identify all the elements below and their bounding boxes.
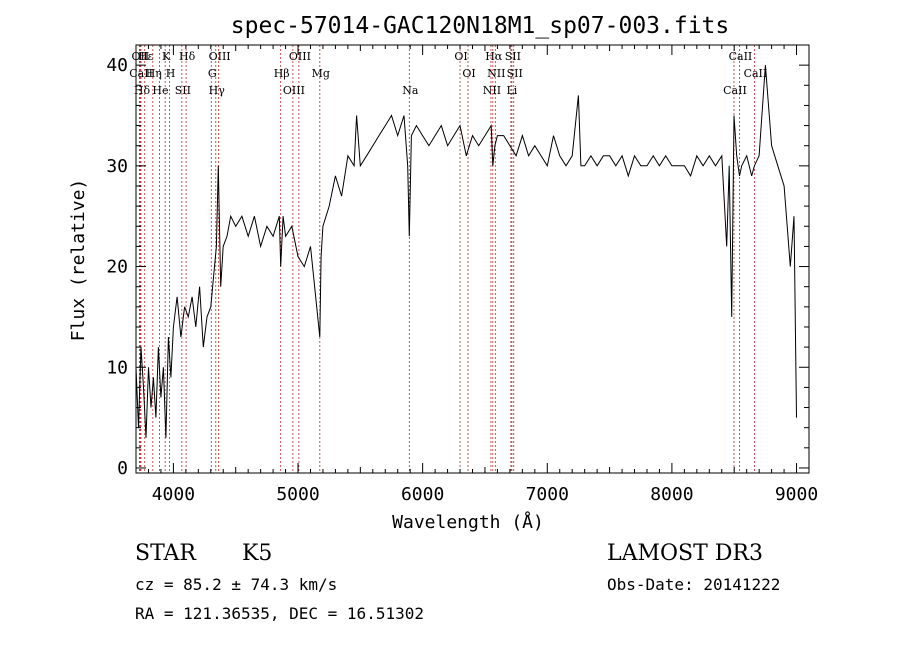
line-label-19: OI xyxy=(462,67,475,80)
redshift-velocity: cz = 85.2 ± 74.3 km/s xyxy=(135,575,337,594)
line-label-11: Hγ xyxy=(209,84,226,97)
line-label-18: OI xyxy=(454,50,467,63)
line-label-9: Hδ xyxy=(179,50,196,63)
line-label-28: CaII xyxy=(744,67,768,80)
x-axis-label: Wavelength (Å) xyxy=(392,511,544,533)
y-axis-label: Flux (relative) xyxy=(68,179,89,342)
line-label-26: CaII xyxy=(729,50,753,63)
line-label-0: Hδ xyxy=(134,84,151,97)
line-label-24: SII xyxy=(507,67,523,80)
spectral-line-markers xyxy=(138,45,755,473)
x-tick-label-4000: 4000 xyxy=(152,484,195,505)
y-axis-ticks: 0 10 20 30 40 xyxy=(106,44,809,479)
observation-date: Obs-Date: 20141222 xyxy=(607,575,780,594)
line-label-15: OIII xyxy=(289,50,311,63)
y-tick-label-0: 0 xyxy=(117,458,128,479)
x-tick-label-6000: 6000 xyxy=(401,484,444,505)
y-tick-label-10: 10 xyxy=(106,357,128,378)
y-tick-label-20: 20 xyxy=(106,257,128,278)
x-tick-label-9000: 9000 xyxy=(775,484,818,505)
line-label-23: SII xyxy=(505,50,521,63)
line-label-7: SII xyxy=(175,84,191,97)
line-label-5: K xyxy=(162,50,171,63)
line-label-27: CaII xyxy=(723,84,747,97)
line-label-13: Hβ xyxy=(274,67,290,80)
line-label-25: Li xyxy=(506,84,517,97)
line-label-20: Hα xyxy=(485,50,503,63)
spectral-line-labels: OIICaIIHδHεHηHeKHSIIHδGHγOIIIHβOIIIOIIIM… xyxy=(129,50,767,97)
survey-name: LAMOST DR3 xyxy=(607,541,763,566)
line-label-8: H xyxy=(166,67,176,80)
x-tick-label-8000: 8000 xyxy=(650,484,693,505)
object-subclass: K5 xyxy=(242,541,272,566)
line-label-10: OIII xyxy=(209,50,231,63)
flux-series-line xyxy=(135,65,797,438)
line-label-21: NII xyxy=(483,84,501,97)
line-label-16: Mg xyxy=(312,67,330,80)
line-label-17: Na xyxy=(402,84,419,97)
x-tick-label-7000: 7000 xyxy=(526,484,569,505)
x-tick-label-5000: 5000 xyxy=(276,484,319,505)
line-label-6: He xyxy=(152,84,168,97)
line-label-3: Hε xyxy=(138,50,154,63)
chart-title: spec-57014-GAC120N18M1_sp07-003.fits xyxy=(231,13,730,39)
line-label-14: OIII xyxy=(283,84,305,97)
line-label-22: NII xyxy=(487,67,505,80)
line-label-4: Hη xyxy=(146,67,162,80)
coordinates: RA = 121.36535, DEC = 16.51302 xyxy=(135,604,424,623)
x-axis-ticks: 4000 5000 6000 7000 8000 9000 xyxy=(135,45,818,505)
y-tick-label-30: 30 xyxy=(106,156,128,177)
line-label-12: G xyxy=(208,67,217,80)
line-label-2: CaII xyxy=(129,67,153,80)
plot-frame xyxy=(135,44,810,474)
y-tick-label-40: 40 xyxy=(106,55,128,76)
object-class: STAR xyxy=(135,541,197,566)
